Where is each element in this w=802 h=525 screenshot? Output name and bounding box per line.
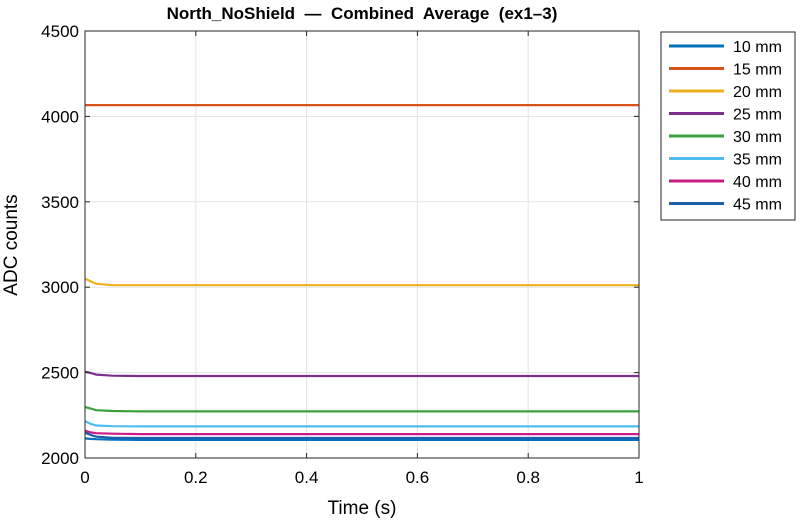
axes-frame <box>84 30 640 459</box>
y-tick-label: 4500 <box>41 22 79 41</box>
legend: 10 mm 15 mm 20 mm 25 mm 30 mm 35 mm 40 mm 45 mm <box>660 31 796 221</box>
legend-label: 30 mm <box>733 129 782 146</box>
x-tick-label: 0.8 <box>516 468 540 487</box>
legend-label: 40 mm <box>733 174 782 191</box>
legend-label: 45 mm <box>733 197 782 214</box>
legend-box <box>660 31 796 221</box>
y-tick-label: 2500 <box>41 364 79 383</box>
series-line-20-mm <box>84 277 639 287</box>
chart-title: North_NoShield — Combined Average (ex1–3… <box>167 4 558 23</box>
x-tick-label: 1 <box>634 468 643 487</box>
x-tick-label: 0.6 <box>406 468 430 487</box>
legend-label: 15 mm <box>733 62 782 79</box>
y-tick-label: 3000 <box>41 278 79 297</box>
series-line-25-mm <box>84 370 639 378</box>
y-axis-label: ADC counts <box>1 194 22 295</box>
y-tick-label: 4000 <box>41 107 79 126</box>
series-lines <box>84 103 639 441</box>
series-line-30-mm <box>84 406 639 413</box>
x-axis-label: Time (s) <box>328 498 397 519</box>
series-line-45-mm <box>84 431 639 440</box>
legend-label: 25 mm <box>733 107 782 124</box>
grid-lines <box>84 30 640 459</box>
legend-label: 10 mm <box>733 39 782 56</box>
legend-label: 20 mm <box>733 84 782 101</box>
x-tick-label: 0 <box>80 468 89 487</box>
x-tick-label: 0.4 <box>295 468 319 487</box>
legend-label: 35 mm <box>733 152 782 169</box>
axis-ticks: 0 0.2 0.4 0.6 0.8 1 2000 2500 3000 3500 4000 4500 <box>41 22 644 487</box>
series-line-10-mm <box>84 437 639 441</box>
series-line-35-mm <box>84 420 639 428</box>
x-tick-label: 0.2 <box>184 468 208 487</box>
series-line-40-mm <box>84 429 639 436</box>
y-tick-label: 3500 <box>41 193 79 212</box>
y-tick-label: 2000 <box>41 449 79 468</box>
